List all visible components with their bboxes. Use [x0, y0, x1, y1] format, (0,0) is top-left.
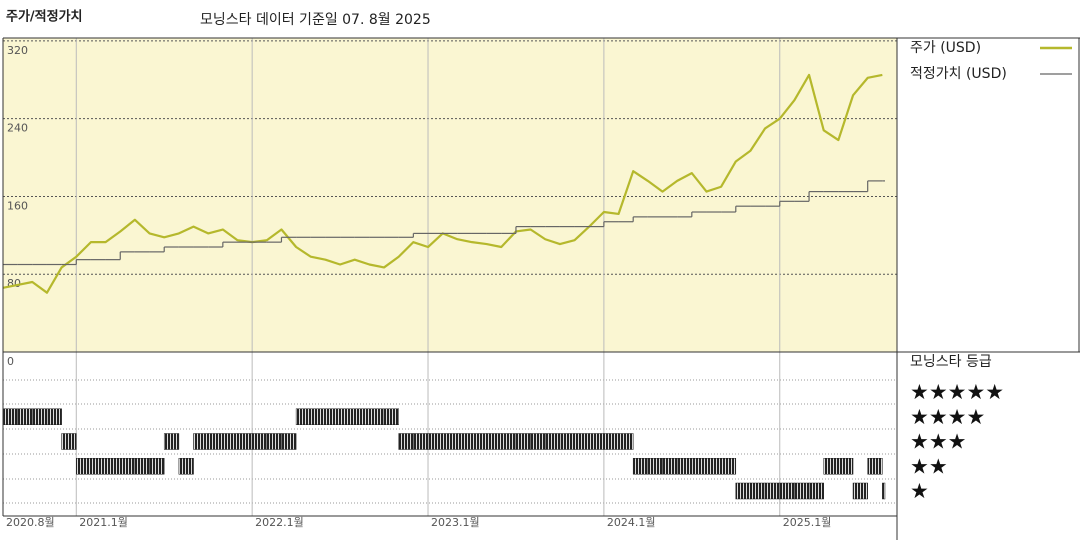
- legend-label: 주가 (USD): [910, 40, 981, 56]
- rating-bar: [515, 433, 531, 450]
- rating-bar: [178, 458, 194, 475]
- chart-title: 주가/적정가치: [6, 9, 83, 25]
- rating-bar: [676, 458, 693, 475]
- rating-bar: [647, 458, 663, 475]
- rating-bar: [134, 458, 150, 475]
- rating-level-label: ★★★: [910, 430, 966, 454]
- rating-bar: [471, 433, 487, 450]
- rating-bar: [691, 458, 707, 475]
- rating-title: 모닝스타 등급: [910, 354, 992, 370]
- rating-level-label: ★★: [910, 454, 948, 478]
- rating-bar: [618, 433, 634, 450]
- rating-bar: [90, 458, 106, 475]
- rating-bar: [17, 408, 33, 425]
- rating-bar: [32, 408, 48, 425]
- y-tick-label: 320: [7, 44, 28, 57]
- rating-bar: [882, 482, 886, 500]
- rating-bar: [559, 433, 575, 450]
- rating-bar: [251, 433, 268, 450]
- x-tick-label: 2024.1월: [607, 516, 656, 529]
- x-tick-label: 2022.1월: [255, 516, 304, 529]
- rating-bar: [281, 433, 297, 450]
- rating-bar: [76, 458, 92, 475]
- rating-bar: [46, 408, 62, 425]
- rating-level-label: ★★★★★: [910, 380, 1004, 404]
- rating-bar: [486, 433, 502, 450]
- rating-bar: [530, 433, 546, 450]
- rating-bar: [867, 458, 883, 475]
- rating-bar: [222, 433, 238, 450]
- rating-bar: [603, 433, 619, 450]
- rating-bar: [354, 408, 370, 425]
- rating-bar: [266, 433, 282, 450]
- rating-bar: [2, 408, 18, 425]
- rating-bar: [105, 458, 121, 475]
- rating-bar: [794, 482, 810, 500]
- rating-bar: [295, 408, 312, 425]
- rating-bar: [779, 482, 795, 500]
- rating-bar: [310, 408, 326, 425]
- plot-background: [3, 38, 897, 352]
- rating-bar: [383, 408, 399, 425]
- rating-bar: [720, 458, 737, 475]
- rating-bar: [764, 482, 781, 500]
- rating-bar: [149, 458, 165, 475]
- x-tick-label: 2020.8월: [6, 516, 55, 529]
- rating-bar: [545, 433, 561, 450]
- rating-bar: [339, 408, 355, 425]
- rating-bar: [398, 433, 414, 450]
- rating-bar: [413, 433, 429, 450]
- rating-bar: [61, 433, 77, 450]
- rating-bar: [706, 458, 722, 475]
- rating-bar: [574, 433, 590, 450]
- x-tick-label: 2021.1월: [79, 516, 128, 529]
- rating-row-lines: [3, 379, 897, 504]
- rating-bar: [427, 433, 443, 450]
- rating-bar: [163, 433, 180, 450]
- rating-bar: [325, 408, 341, 425]
- rating-bar: [369, 408, 385, 425]
- rating-bar: [750, 482, 766, 500]
- rating-bar: [237, 433, 253, 450]
- rating-bar: [838, 458, 854, 475]
- rating-bar: [193, 433, 209, 450]
- rating-bar: [207, 433, 224, 450]
- x-tick-label: 2025.1월: [783, 516, 832, 529]
- rating-bar: [852, 482, 868, 500]
- rating-bar: [735, 482, 751, 500]
- rating-level-label: ★: [910, 479, 929, 503]
- legend-label: 적정가치 (USD): [910, 66, 1007, 82]
- rating-bar: [119, 458, 136, 475]
- rating-bar: [442, 433, 458, 450]
- rating-bar: [632, 458, 649, 475]
- y-tick-label: 160: [7, 199, 28, 212]
- rating-bar: [808, 482, 824, 500]
- x-tick-label: 2023.1월: [431, 516, 480, 529]
- rating-bar: [588, 433, 605, 450]
- rating-bar: [662, 458, 678, 475]
- rating-bar: [457, 433, 473, 450]
- rating-level-label: ★★★★: [910, 405, 985, 429]
- rating-bar: [501, 433, 517, 450]
- rating-bar: [823, 458, 839, 475]
- y-tick-label: 240: [7, 122, 28, 135]
- chart-subtitle: 모닝스타 데이터 기준일 07. 8월 2025: [200, 12, 431, 28]
- y-tick-label: 0: [7, 355, 14, 368]
